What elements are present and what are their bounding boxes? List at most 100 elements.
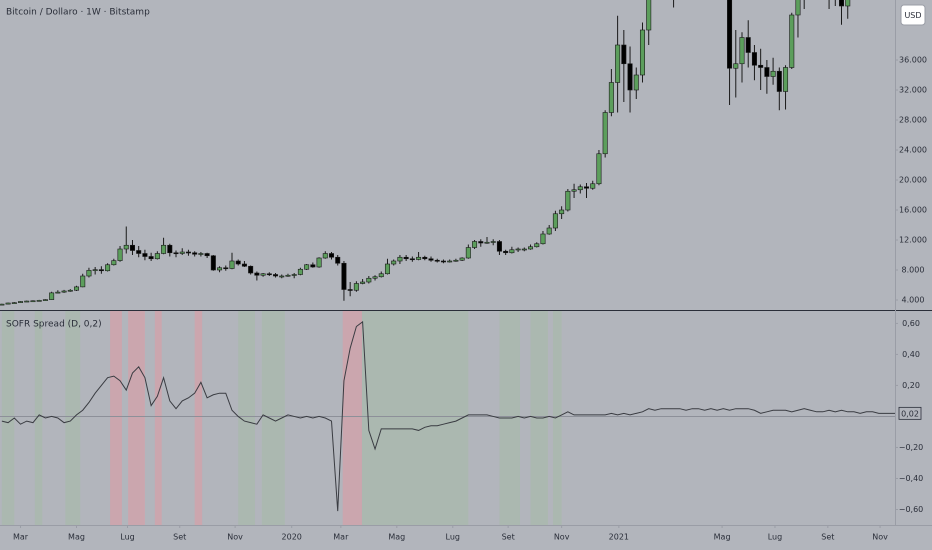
candle-body <box>341 262 347 290</box>
axes: 4.000 8.000 12.000 16.000 20.000 24.000 28.000… <box>13 56 927 542</box>
y-tick-label: −0,40 <box>899 474 924 483</box>
x-tick-label: Mar <box>13 533 29 542</box>
candle-body <box>384 263 390 275</box>
candle-body <box>92 269 98 271</box>
candle-body <box>279 275 285 278</box>
candle-body <box>540 233 546 245</box>
candle-body <box>577 186 583 191</box>
candle-body <box>534 243 540 248</box>
candle-body <box>751 52 757 66</box>
currency-label[interactable]: USD <box>904 11 921 20</box>
candle-body <box>11 302 17 304</box>
x-tick-label: 2021 <box>609 533 629 542</box>
candle-body <box>136 250 142 254</box>
candle-body <box>739 37 745 65</box>
y-tick-label: 32.000 <box>899 86 927 95</box>
signal-band <box>1 311 15 525</box>
candle-body <box>596 153 602 185</box>
candle-body <box>733 63 739 69</box>
candle-body <box>223 267 229 270</box>
candle-body <box>154 253 160 260</box>
candle-body <box>397 256 403 262</box>
candle-body <box>0 303 5 306</box>
candle-body <box>129 244 135 251</box>
candle-body <box>372 276 378 279</box>
candle-body <box>285 274 291 277</box>
candle-body <box>204 253 210 257</box>
candle-body <box>472 241 478 248</box>
candle-body <box>496 241 502 252</box>
candle-body <box>552 213 558 229</box>
candle-body <box>745 37 751 53</box>
signal-band <box>342 311 362 525</box>
signal-band <box>238 311 256 525</box>
candle-body <box>770 70 776 77</box>
x-tick-label: Lug <box>446 533 460 542</box>
candle-body <box>310 264 316 268</box>
candle-body <box>80 275 86 288</box>
candle-body <box>515 248 521 251</box>
candle-body <box>453 259 459 262</box>
candle-body <box>42 299 48 301</box>
x-tick-label: Mag <box>388 533 405 542</box>
signal-band <box>110 311 122 525</box>
signal-band <box>128 311 145 525</box>
candle-body <box>776 70 782 92</box>
candle-body <box>416 256 422 260</box>
signal-band <box>361 311 469 525</box>
candle-body <box>241 263 247 267</box>
last-value-box <box>898 406 922 420</box>
candle-body <box>248 265 254 274</box>
candle-body <box>185 251 191 254</box>
currency-button[interactable] <box>900 4 926 26</box>
candle-body <box>565 190 571 211</box>
signal-band <box>194 311 203 525</box>
candle-body <box>322 253 328 259</box>
y-tick-label: 12.000 <box>899 236 927 245</box>
candle-body <box>633 74 639 91</box>
y-tick-label: 0,60 <box>902 319 920 328</box>
candle-body <box>465 247 471 259</box>
candle-body <box>229 260 235 269</box>
candle-body <box>291 274 297 276</box>
candle-body <box>608 82 614 113</box>
y-tick-label: 16.000 <box>899 206 927 215</box>
candle-body <box>546 227 552 235</box>
x-tick-label: Set <box>821 533 834 542</box>
candle-body <box>74 286 80 291</box>
candle-body <box>789 14 795 68</box>
candle-body <box>378 273 384 278</box>
candle-body <box>210 255 216 271</box>
candle-body <box>440 260 446 263</box>
x-tick-label: Set <box>173 533 186 542</box>
y-tick-label: −0,20 <box>899 443 924 452</box>
candles <box>0 0 851 306</box>
candle-body <box>36 300 42 302</box>
candle-body <box>329 253 335 258</box>
candle-body <box>459 257 465 261</box>
candle-body <box>428 258 434 261</box>
candle-body <box>148 256 154 260</box>
candle-body <box>509 249 515 254</box>
candle-body <box>360 281 366 284</box>
candle-body <box>353 283 359 291</box>
candle-body <box>235 260 241 265</box>
candle-body <box>217 267 223 271</box>
candle-body <box>18 301 24 303</box>
y-tick-label: 8.000 <box>902 266 925 275</box>
candle-body <box>584 186 590 189</box>
candle-body <box>123 244 129 250</box>
candle-body <box>192 252 198 255</box>
candle-body <box>528 246 534 250</box>
candle-body <box>602 112 608 155</box>
candle-body <box>845 0 851 7</box>
candle-body <box>366 277 372 283</box>
candle-body <box>198 253 204 255</box>
signal-band <box>154 311 162 525</box>
candle-body <box>260 273 266 276</box>
candle-body <box>559 209 565 215</box>
candle-body <box>727 0 733 69</box>
candle-body <box>273 274 279 277</box>
x-tick-label: Nov <box>554 533 570 542</box>
signal-band <box>552 311 562 525</box>
